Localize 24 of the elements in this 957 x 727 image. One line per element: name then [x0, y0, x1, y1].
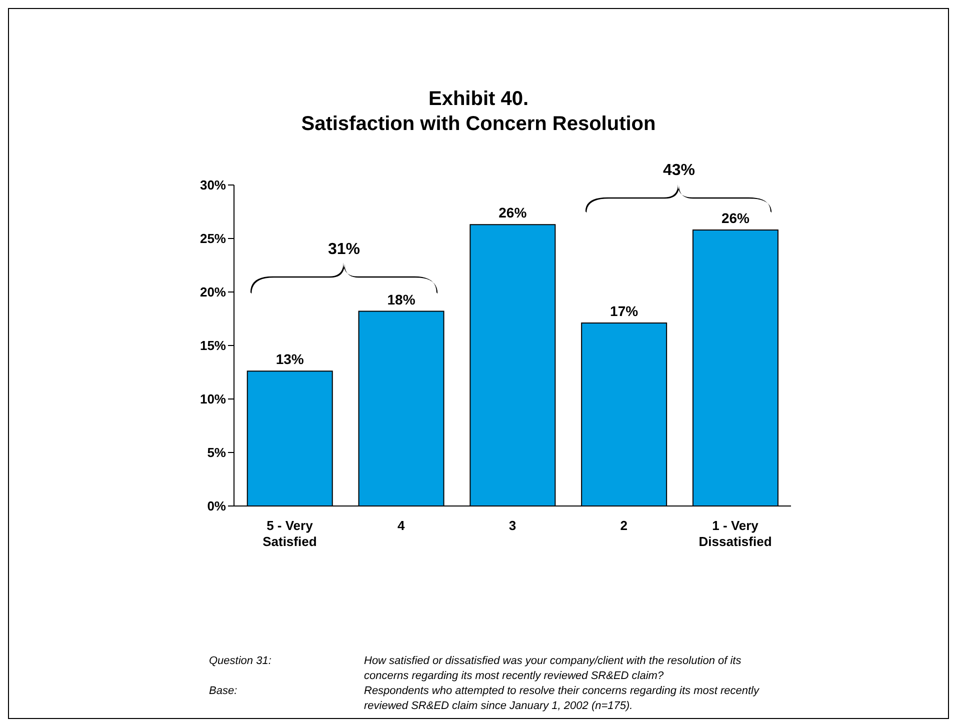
y-tick-label: 30%: [200, 178, 226, 193]
chart-title: Exhibit 40. Satisfaction with Concern Resolution: [300, 87, 657, 137]
text: How satisfied or dissatisfied was your company/client with the resolution of its concerns regarding its most recently reviewed SR&ED claim?: [364, 654, 742, 684]
y-tick-label: 20%: [200, 284, 226, 300]
x-tick-label: 4: [397, 518, 406, 533]
data-label: 18%: [387, 291, 416, 308]
y-tick-label: 15%: [200, 338, 226, 354]
data-label: 17%: [610, 303, 639, 320]
data-label: 26%: [498, 204, 528, 221]
x-tick-label: 3: [508, 518, 516, 533]
text: Base:: [209, 684, 238, 699]
y-tick-label: 0%: [207, 498, 226, 514]
y-tick-label: 5%: [207, 445, 226, 460]
data-label: 13%: [276, 351, 304, 368]
y-tick-label: 25%: [200, 231, 226, 246]
data-label: 26%: [721, 210, 750, 226]
x-tick-label: 2: [620, 518, 628, 533]
x-tick-label: 5 - Very Satisfied: [262, 518, 317, 549]
text: Respondents who attempted to resolve their concerns regarding its most recently reviewed SR&ED claim since January 1, 2002 (n=175).: [364, 684, 760, 714]
x-tick-label: 1 - Very Dissatisfied: [698, 518, 772, 549]
annotation: 31%: [326, 241, 362, 259]
y-tick-label: 10%: [200, 392, 226, 407]
text: Question 31:: [209, 654, 272, 669]
text: 43%: [662, 162, 696, 180]
